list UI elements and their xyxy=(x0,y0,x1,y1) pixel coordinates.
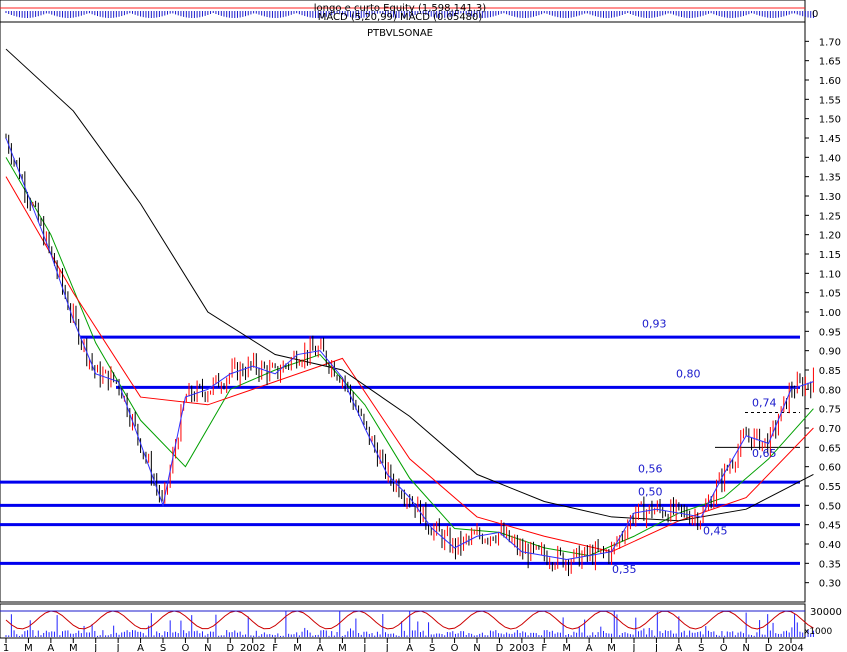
x-tick-label: J xyxy=(385,643,389,652)
y-tick-label: 1.60 xyxy=(819,76,841,87)
indicator-title-2: MACD (5,20,99) MACD (0.05480) xyxy=(318,12,483,23)
level-label: 0,93 xyxy=(642,317,667,330)
y-tick-label: 0.75 xyxy=(819,405,841,416)
x-tick-label: J xyxy=(654,643,658,652)
indicator-axis-label: 0 xyxy=(812,9,818,20)
y-tick-label: 1.00 xyxy=(819,308,841,319)
y-tick-label: 1.15 xyxy=(819,250,841,261)
x-tick-label: O xyxy=(720,643,728,652)
x-tick-label: D xyxy=(226,643,234,652)
x-tick-label: M xyxy=(607,643,616,652)
y-tick-label: 1.05 xyxy=(819,289,841,300)
y-tick-label: 1.55 xyxy=(819,95,841,106)
x-tick-label: M xyxy=(293,643,302,652)
x-tick-label: 2003 xyxy=(509,643,534,652)
level-label: 0,80 xyxy=(676,368,701,381)
x-tick-label: A xyxy=(137,643,144,652)
y-tick-label: 1.70 xyxy=(819,37,841,48)
y-tick-label: 0.80 xyxy=(819,385,841,396)
price-bars xyxy=(5,133,814,577)
y-tick-label: 1.45 xyxy=(819,134,841,145)
x-tick-label: O xyxy=(451,643,459,652)
x-tick-label: J xyxy=(362,643,366,652)
x-tick-label: A xyxy=(675,643,682,652)
y-tick-label: 1.50 xyxy=(819,115,841,126)
macd-histogram xyxy=(5,11,814,18)
y-tick-label: 1.30 xyxy=(819,192,841,203)
x-tick-label: A xyxy=(47,643,54,652)
level-label: 0,65 xyxy=(752,447,777,460)
x-tick-label: J xyxy=(116,643,120,652)
x-tick-label: J xyxy=(93,643,97,652)
level-labels: 0,93 0,80 0,56 0,50 0,45 0,35 0,74 0,65 xyxy=(612,317,777,576)
y-tick-label: 1.10 xyxy=(819,269,841,280)
indicator-title-1: longo e curto Equity (1,598,141.3) xyxy=(314,3,487,14)
horizontal-levels xyxy=(0,335,800,565)
level-label: 0,56 xyxy=(638,462,663,475)
x-tick-label: N xyxy=(204,643,211,652)
x-tick-label: 1 xyxy=(3,643,9,652)
level-label: 0,74 xyxy=(752,397,777,410)
x-tick-label: O xyxy=(181,643,189,652)
volume-bars xyxy=(0,610,814,637)
x-tick-label: A xyxy=(406,643,413,652)
x-tick-label: D xyxy=(496,643,504,652)
x-tick-label: N xyxy=(473,643,480,652)
level-label: 0,45 xyxy=(703,524,728,537)
y-tick-label: 1.40 xyxy=(819,153,841,164)
x-tick-label: S xyxy=(429,643,435,652)
x-tick-label: 2004 xyxy=(778,643,803,652)
y-tick-label: 1.25 xyxy=(819,211,841,222)
x-tick-label: D xyxy=(765,643,773,652)
series-line xyxy=(5,48,814,522)
y-tick-label: 0.40 xyxy=(819,540,841,551)
x-tick-label: F xyxy=(272,643,278,652)
y-tick-label: 0.50 xyxy=(819,501,841,512)
y-tick-label: 1.20 xyxy=(819,231,841,242)
x-tick-label: N xyxy=(742,643,749,652)
x-tick-label: 2002 xyxy=(240,643,265,652)
x-tick-label: M xyxy=(338,643,347,652)
price-line xyxy=(5,137,814,560)
y-tick-label: 1.65 xyxy=(819,57,841,68)
y-tick-label: 0.65 xyxy=(819,443,841,454)
y-tick-label: 1.35 xyxy=(819,173,841,184)
x-tick-label: S xyxy=(698,643,704,652)
volume-tick: 30000 xyxy=(810,607,842,618)
x-tick-label: S xyxy=(160,643,166,652)
chart-symbol: PTBVLSONAE xyxy=(367,28,433,39)
volume-unit: x1000 xyxy=(804,627,833,637)
x-tick-label: M xyxy=(69,643,78,652)
y-tick-label: 0.90 xyxy=(819,347,841,358)
y-axis: 1.70 1.65 1.60 1.55 1.50 1.45 1.40 1.35 1.30 1.25… xyxy=(805,37,841,590)
x-tick-label: J xyxy=(632,643,636,652)
level-label: 0,50 xyxy=(638,486,663,499)
y-tick-label: 0.70 xyxy=(819,424,841,435)
y-tick-label: 0.55 xyxy=(819,482,841,493)
volume-oscillator xyxy=(5,610,814,630)
y-tick-label: 0.35 xyxy=(819,559,841,570)
x-tick-label: M xyxy=(562,643,571,652)
x-tick-label: F xyxy=(541,643,547,652)
x-axis: 1 M A M J J A S O N D 2002 F M A M J J A S O N D 2003 F M A M J J A S O N… xyxy=(3,638,804,652)
x-tick-label: A xyxy=(317,643,324,652)
y-tick-label: 0.45 xyxy=(819,521,841,532)
x-tick-label: M xyxy=(24,643,33,652)
y-tick-label: 0.85 xyxy=(819,366,841,377)
y-tick-label: 0.60 xyxy=(819,463,841,474)
x-tick-label: A xyxy=(586,643,593,652)
y-tick-label: 0.95 xyxy=(819,327,841,338)
level-label: 0,35 xyxy=(612,563,637,576)
y-tick-label: 0.30 xyxy=(819,579,841,590)
